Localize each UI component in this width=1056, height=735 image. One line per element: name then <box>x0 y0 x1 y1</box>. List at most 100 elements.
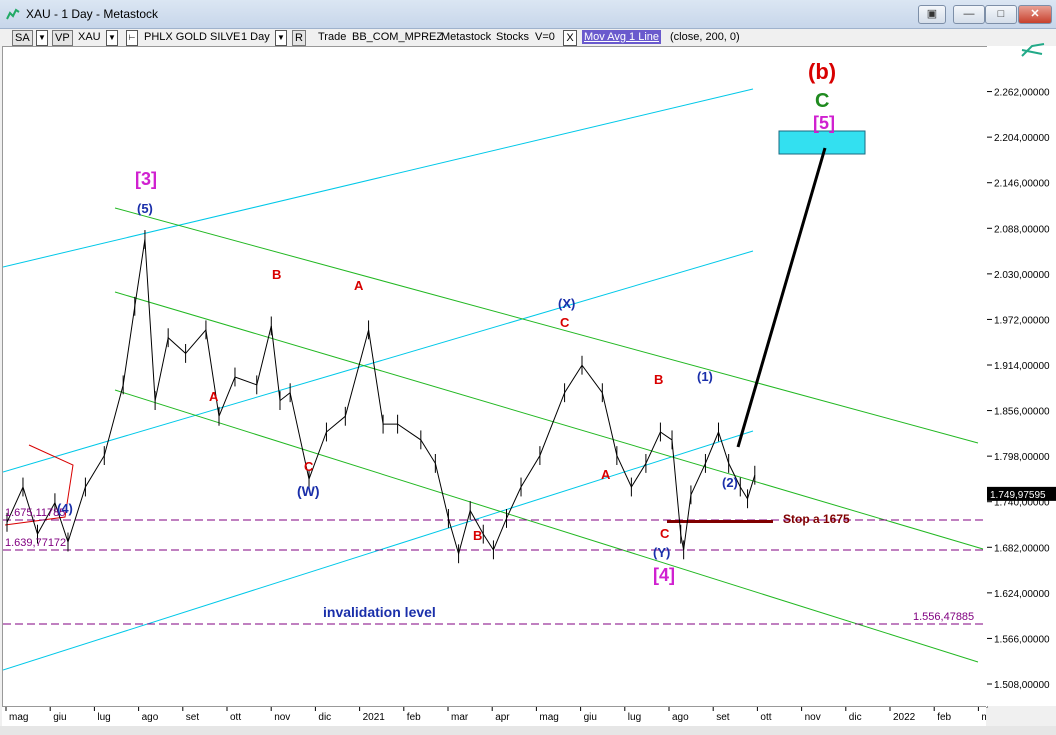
cyan-channel-upper <box>3 88 754 268</box>
x-tick-label: dic <box>318 712 331 723</box>
green-channel-upper <box>114 207 979 444</box>
date-axis[interactable]: mag giu lug ago set ott nov dic 2021 feb mar apr mag… <box>2 706 999 727</box>
level-label-1639: 1.639,77172 <box>5 537 66 549</box>
symbol-picker-icon[interactable]: ⊢ <box>126 30 138 46</box>
indicator-params: (close, 200, 0) <box>670 31 740 43</box>
x-tick-label: mar <box>981 712 986 723</box>
wave-label-c-green: C <box>815 90 829 112</box>
price-bars <box>6 230 756 564</box>
green-channel-middle <box>114 291 984 550</box>
period-dropdown-icon[interactable]: ▼ <box>275 30 287 46</box>
y-tick-label: 1.566,00000 <box>994 634 1050 645</box>
window-titlebar: XAU - 1 Day - Metastock ▣ — □ ✕ <box>0 0 1056 29</box>
y-tick-label: 1.798,00000 <box>994 452 1050 463</box>
x-tick-label: lug <box>628 712 641 723</box>
wave-label-2-paren: (2) <box>722 475 738 490</box>
security-name[interactable]: PHLX GOLD SILVE <box>144 31 241 43</box>
app-label: Metastock <box>441 31 492 43</box>
y-tick-label: 1.972,00000 <box>994 315 1050 326</box>
x-tick-label: set <box>186 712 200 723</box>
wave-label-c-3: C <box>660 526 670 541</box>
x-tick-label: ago <box>672 712 689 723</box>
data-source-label[interactable]: BB_COM_MPREZ <box>352 31 444 43</box>
vp-button[interactable]: VP <box>52 30 73 46</box>
price-axis[interactable]: 2.262,00000 2.204,00000 2.146,00000 2.088,0… <box>987 46 1056 706</box>
triangle-pattern <box>4 444 74 526</box>
x-tick-label: mag <box>539 712 558 723</box>
wave-label-c-1: C <box>304 459 314 474</box>
horizontal-scrollbar[interactable] <box>0 726 1056 735</box>
indicator-label[interactable]: Mov Avg 1 Line <box>582 30 662 44</box>
y-tick-label: 1.682,00000 <box>994 543 1050 554</box>
trade-label[interactable]: Trade <box>318 31 347 43</box>
x-tick-label: 2021 <box>363 712 386 723</box>
wave-label-3-bracket: [3] <box>135 169 157 189</box>
x-tick-label: ott <box>760 712 771 723</box>
wave-label-a-1: A <box>354 278 364 293</box>
price-series[interactable] <box>6 239 756 556</box>
x-tick-label: ago <box>142 712 159 723</box>
wave-label-x: (X) <box>558 296 575 311</box>
last-price-box <box>987 486 1056 501</box>
green-channel-lower <box>114 389 979 663</box>
close-button[interactable]: ✕ <box>1018 5 1052 24</box>
wave-label-b-3: B <box>654 372 663 387</box>
sa-button[interactable]: SA <box>12 30 33 46</box>
maximize-button[interactable]: □ <box>985 5 1017 24</box>
y-tick-label: 1.624,00000 <box>994 589 1050 600</box>
level-label-1675: 1.675,11785 <box>5 507 65 519</box>
symbol-dropdown-icon[interactable]: ▼ <box>106 30 118 46</box>
wave-label-b-1: B <box>272 267 281 282</box>
restore-window-button[interactable]: ▣ <box>918 5 946 24</box>
x-tick-label: nov <box>805 712 821 723</box>
sa-dropdown-icon[interactable]: ▼ <box>36 30 48 46</box>
drawing-tool-icon[interactable] <box>1020 40 1046 60</box>
remove-indicator-icon[interactable]: X <box>563 30 577 46</box>
last-price-label: 1.749,97595 <box>990 490 1046 501</box>
stop-level-bar <box>667 520 773 523</box>
volume-label: V=0 <box>535 31 555 43</box>
chart-toolbar: SA ▼ VP XAU ▼ ⊢ PHLX GOLD SILVE 1 Day ▼ … <box>0 28 986 46</box>
x-tick-label: feb <box>407 712 421 723</box>
y-tick-label: 1.508,00000 <box>994 680 1050 691</box>
price-axis-svg: 2.262,00000 2.204,00000 2.146,00000 2.088,0… <box>987 88 1056 691</box>
wave-label-1-paren: (1) <box>697 369 713 384</box>
period-label[interactable]: 1 Day <box>241 31 270 43</box>
wave-label-b-2: B <box>473 528 482 543</box>
y-tick-label: 1.856,00000 <box>994 407 1050 418</box>
cyan-channel-middle <box>3 250 754 473</box>
wave-label-a-3: A <box>601 467 611 482</box>
wave-label-5-bracket: [5] <box>813 113 835 133</box>
x-tick-label: lug <box>97 712 110 723</box>
stocks-label: Stocks <box>496 31 530 43</box>
y-tick-label: 2.088,00000 <box>994 224 1050 235</box>
y-tick-label: 2.030,00000 <box>994 270 1050 281</box>
r-button[interactable]: R <box>292 30 306 46</box>
x-tick-label: dic <box>849 712 862 723</box>
x-tick-label: nov <box>274 712 290 723</box>
x-tick-label: ott <box>230 712 241 723</box>
x-tick-label: feb <box>937 712 951 723</box>
metastock-app-icon <box>6 8 20 20</box>
window-title: XAU - 1 Day - Metastock <box>26 7 159 21</box>
projection-line <box>736 147 827 448</box>
x-tick-label: mar <box>451 712 469 723</box>
y-tick-label: 2.146,00000 <box>994 179 1050 190</box>
wave-label-y: (Y) <box>653 545 670 560</box>
x-tick-label: 2022 <box>893 712 916 723</box>
wave-label-5-paren: (5) <box>137 201 153 216</box>
stop-label: Stop a 1675 <box>783 512 850 526</box>
minimize-button[interactable]: — <box>953 5 985 24</box>
price-chart-svg[interactable]: 1.675,11785 1.639,77172 1.556,47885 Stop… <box>3 47 987 707</box>
symbol-label[interactable]: XAU <box>78 31 101 43</box>
wave-label-4-paren: (4) <box>57 501 73 516</box>
wave-label-a-2: A <box>209 389 219 404</box>
target-box[interactable] <box>778 130 866 155</box>
price-chart[interactable]: 1.675,11785 1.639,77172 1.556,47885 Stop… <box>2 46 988 708</box>
x-tick-label: giu <box>584 712 597 723</box>
y-tick-label: 1.740,00000 <box>994 498 1050 509</box>
invalidation-label: invalidation level <box>323 604 436 620</box>
wave-label-c-2: C <box>560 315 570 330</box>
wave-label-w: (W) <box>297 483 320 499</box>
y-tick-label: 2.204,00000 <box>994 133 1050 144</box>
